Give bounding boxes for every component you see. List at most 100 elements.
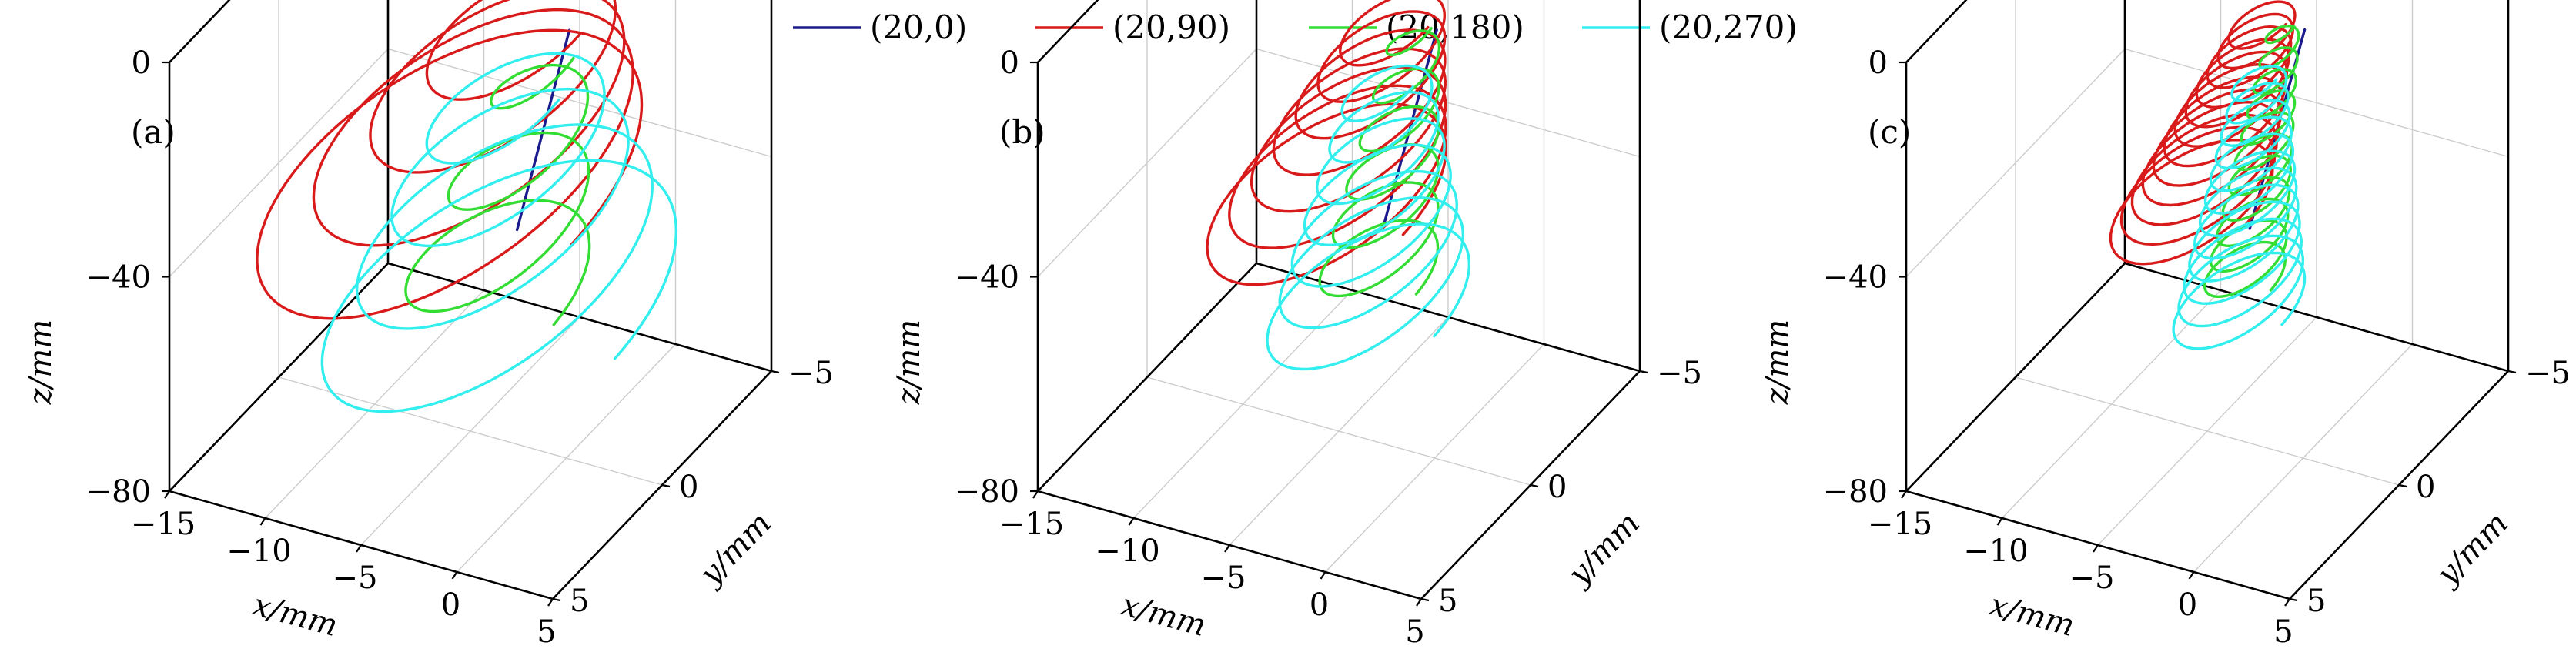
- z-tick-label: −40: [86, 260, 151, 296]
- x-tick: [1416, 598, 1422, 607]
- series-curve: [1266, 64, 1471, 371]
- x-tick: [1320, 571, 1326, 580]
- series-curve: [1206, 0, 1447, 286]
- legend-entry: (20,180): [1309, 8, 1524, 46]
- series-curve: [2203, 25, 2300, 298]
- gridline: [1256, 48, 1641, 158]
- axis-frame-edge: [169, 0, 231, 63]
- legend: (20,0) (20,90) (20,180) (20,270): [793, 8, 1798, 46]
- x-axis-label: x/mm: [249, 587, 341, 644]
- panel-label: (c): [1868, 113, 1911, 151]
- panel-label: (b): [999, 113, 1045, 151]
- x-tick: [1032, 490, 1039, 499]
- series-curve: [256, 0, 644, 320]
- y-tick-label: 5: [570, 584, 589, 619]
- y-tick-label: −5: [788, 356, 834, 391]
- y-axis-label: y/mm: [692, 506, 778, 594]
- x-tick: [356, 544, 362, 553]
- x-tick-label: 0: [1310, 587, 1329, 623]
- y-tick: [2398, 483, 2407, 488]
- axis-frame-edge: [169, 263, 389, 492]
- x-tick: [2093, 544, 2099, 553]
- x-tick-label: −5: [2069, 560, 2115, 596]
- y-tick-label: 5: [2307, 584, 2326, 619]
- y-tick: [1530, 483, 1539, 488]
- z-tick-label: 0: [1868, 45, 1888, 81]
- y-tick-label: 0: [1547, 470, 1567, 505]
- x-tick-label: −10: [226, 534, 291, 569]
- panel-a: −15 −10 −5 0 5 −5 0 5 0 −40 −80 x/mm y/mm z/mm (a): [23, 0, 834, 650]
- x-tick: [2284, 598, 2290, 607]
- y-tick: [2507, 370, 2517, 374]
- y-tick: [552, 597, 561, 602]
- series-curve: [320, 52, 678, 413]
- x-tick: [164, 490, 170, 499]
- legend-entry: (20,90): [1035, 8, 1230, 46]
- x-tick: [1128, 517, 1135, 526]
- gridline: [278, 376, 663, 486]
- x-tick: [1901, 490, 1907, 499]
- panel-label: (a): [131, 113, 176, 151]
- series-curve: [2172, 65, 2307, 350]
- y-axis-label: y/mm: [2429, 506, 2515, 594]
- x-tick: [1224, 544, 1230, 553]
- z-tick-label: −80: [1823, 474, 1888, 510]
- legend-label: (20,270): [1659, 8, 1798, 46]
- gridline: [1905, 49, 2126, 277]
- axis-frame-edge: [1037, 0, 1099, 63]
- z-tick-label: 0: [132, 45, 151, 81]
- x-tick: [2188, 571, 2195, 580]
- y-tick-label: −5: [1657, 356, 1702, 391]
- x-tick-label: 5: [2273, 614, 2293, 650]
- gridline: [1037, 49, 1257, 277]
- y-tick-label: −5: [2525, 356, 2571, 391]
- y-axis-label: y/mm: [1561, 506, 1647, 594]
- y-tick-label: 5: [1438, 584, 1457, 619]
- x-axis-label: x/mm: [1117, 587, 1209, 644]
- z-axis-label: z/mm: [1760, 319, 1795, 405]
- gridline: [2124, 48, 2509, 158]
- x-axis-label: x/mm: [1986, 587, 2078, 644]
- gridline: [1146, 376, 1531, 486]
- z-axis-label: z/mm: [23, 319, 59, 405]
- axis-frame-edge: [1037, 263, 1257, 492]
- axis-frame-edge: [1905, 0, 1968, 63]
- panels: −15−10−505−5050−40−80x/mmy/mmz/mm(a)−15−…: [23, 0, 2571, 650]
- x-tick-label: −5: [1201, 560, 1246, 596]
- y-tick: [661, 483, 671, 488]
- x-tick: [1996, 517, 2003, 526]
- legend-entry: (20,270): [1582, 8, 1798, 46]
- y-tick: [1639, 370, 1648, 374]
- x-tick-label: −15: [999, 507, 1064, 542]
- z-tick-label: −80: [955, 474, 1019, 510]
- x-tick-label: −5: [333, 560, 378, 596]
- x-tick-label: −15: [131, 507, 196, 542]
- y-tick: [1420, 597, 1430, 602]
- series-curve: [1318, 27, 1441, 298]
- x-tick-label: −15: [1868, 507, 1932, 542]
- y-tick-label: 0: [679, 470, 698, 505]
- x-tick: [451, 571, 458, 580]
- x-tick-label: −10: [1963, 534, 2028, 569]
- z-tick-label: −40: [1823, 260, 1888, 296]
- legend-label: (20,0): [870, 8, 967, 46]
- x-tick: [547, 598, 554, 607]
- x-tick-label: −10: [1095, 534, 1159, 569]
- z-axis-label: z/mm: [892, 319, 927, 405]
- z-tick-label: −80: [86, 474, 151, 510]
- legend-label: (20,180): [1386, 8, 1524, 46]
- legend-label: (20,90): [1112, 8, 1230, 46]
- z-tick-label: −40: [955, 260, 1019, 296]
- x-tick-label: 5: [1405, 614, 1424, 650]
- gridline: [387, 48, 772, 158]
- x-tick-label: 0: [441, 587, 460, 623]
- gridline: [169, 49, 389, 277]
- gridline: [2015, 376, 2400, 486]
- x-tick-label: 0: [2178, 587, 2197, 623]
- y-tick: [2289, 597, 2298, 602]
- legend-entry: (20,0): [793, 8, 967, 46]
- z-tick-label: 0: [1000, 45, 1019, 81]
- panel-b: −15 −10 −5 0 5 −5 0 5 0 −40 −80 x/mm y/mm z/mm (b): [892, 0, 1702, 650]
- x-tick-label: 5: [537, 614, 556, 650]
